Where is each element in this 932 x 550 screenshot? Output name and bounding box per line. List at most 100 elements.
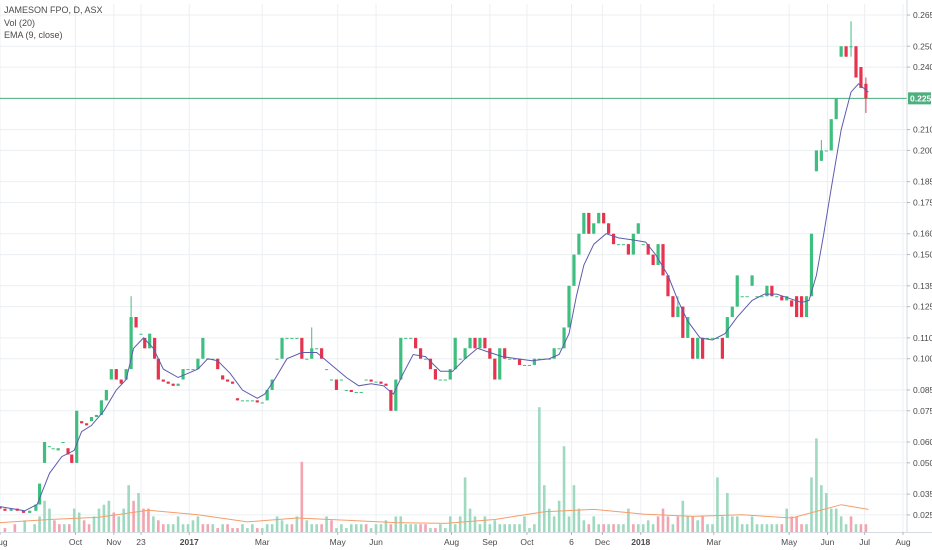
candle (201, 337, 205, 359)
volume-indicator-label: Vol (20) (4, 17, 36, 28)
y-axis-ticks: 0.265 0.250 0.240 0.210 0.200 0.185 0.175 0.160… (907, 10, 932, 520)
candle (666, 275, 670, 297)
volume-bar (325, 516, 328, 532)
volume-bar (483, 516, 487, 532)
volume-bar (404, 524, 408, 532)
candle (285, 337, 289, 339)
candle-body (161, 379, 165, 382)
candle (824, 150, 828, 152)
candle-body (547, 358, 551, 360)
x-axis-ticks: Aug Oct Nov 23 2017 Mar May Jun Aug Sep Oct 6 Dec 201… (0, 532, 911, 547)
candle (80, 421, 84, 424)
volume-bar (468, 508, 472, 532)
volume-bar (384, 520, 388, 532)
candle-body (666, 275, 670, 297)
candle-body (473, 337, 477, 349)
volume-bar (290, 524, 294, 532)
candle (324, 369, 329, 371)
candle (557, 348, 561, 350)
candle-body (814, 150, 819, 172)
volume-bar (201, 524, 205, 532)
candle (418, 348, 423, 359)
candle (799, 296, 804, 318)
candle (725, 317, 729, 338)
candle-body (265, 389, 269, 401)
volume-bar (864, 524, 868, 532)
volume-bar (260, 528, 264, 532)
candle-body (829, 119, 833, 151)
x-tick-label: Mar (706, 537, 721, 547)
y-tick-label: 0.200 (913, 145, 932, 155)
candle (240, 400, 245, 402)
candle-body (740, 296, 744, 298)
candle-body (211, 358, 215, 360)
candle (414, 337, 418, 349)
volume-bar (216, 528, 220, 532)
volume-bar (196, 516, 200, 532)
volume-bar (285, 524, 289, 532)
candle-body (691, 337, 695, 359)
candle (191, 369, 195, 371)
candle (755, 296, 759, 298)
volume-ma-line (0, 504, 869, 524)
y-tick-label: 0.265 (913, 10, 932, 20)
candle-body (280, 337, 284, 359)
candle (196, 358, 200, 370)
candle-body (750, 275, 754, 286)
candle (567, 285, 571, 328)
candle (94, 414, 99, 418)
volume-bar (340, 524, 343, 532)
volume-bar (63, 524, 66, 532)
candle (399, 337, 403, 380)
volume-bar (557, 500, 561, 532)
volume-bar (112, 512, 116, 532)
volume-bar (523, 516, 526, 532)
volume-bar (448, 516, 452, 532)
candle (9, 508, 13, 511)
volume-bar (77, 512, 81, 532)
volume-bar (810, 477, 813, 532)
candle (463, 348, 467, 359)
candle-body (176, 383, 180, 386)
volume-bar (735, 516, 739, 532)
candle (75, 410, 79, 463)
candle-body (148, 333, 152, 349)
candle (473, 337, 477, 349)
volume-bar (255, 528, 259, 532)
candle (641, 244, 645, 246)
candle (47, 446, 52, 448)
y-tick-label: 0.210 (913, 125, 932, 135)
candle (715, 337, 720, 339)
volume-bar (335, 528, 338, 532)
candle-body (433, 369, 438, 380)
candle-body (770, 285, 774, 297)
candle (290, 337, 294, 339)
candle (166, 381, 170, 384)
candle-body (166, 381, 170, 384)
candle (305, 358, 309, 360)
candle-body (567, 285, 571, 328)
candle-body (156, 358, 160, 380)
candle (354, 392, 358, 394)
candle-body (443, 379, 447, 381)
volume-bar (656, 516, 660, 532)
candle (859, 67, 863, 88)
volume-bar (641, 524, 645, 532)
candle (493, 358, 497, 380)
candle-body (517, 358, 522, 365)
volume-bar (651, 524, 655, 532)
candle-body (3, 508, 7, 511)
x-tick-label: 23 (136, 537, 146, 547)
candle-body (66, 448, 70, 455)
candle (70, 454, 74, 463)
x-tick-label: Aug (895, 537, 910, 547)
candle-body (730, 306, 734, 318)
volume-bar (820, 485, 823, 532)
candle-body (374, 381, 378, 383)
candle (512, 358, 517, 360)
candle (532, 358, 536, 365)
y-tick-label: 0.050 (913, 458, 932, 468)
candle-body (320, 348, 324, 359)
volume-bar (444, 528, 447, 532)
